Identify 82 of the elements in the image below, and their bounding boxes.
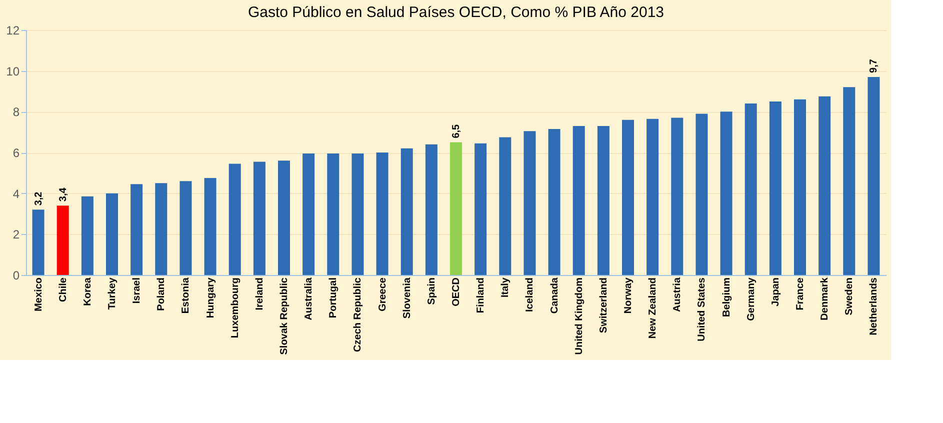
bar <box>524 131 536 275</box>
x-tick-label: Estonia <box>180 277 192 314</box>
bar <box>352 154 364 275</box>
x-tick-label: Iceland <box>524 278 536 312</box>
bar <box>572 126 585 275</box>
bar <box>56 206 69 275</box>
x-tick-label: Denmark <box>820 277 831 320</box>
bar <box>794 99 806 275</box>
x-tick-label: Slovenia <box>402 277 413 319</box>
bar <box>327 154 340 275</box>
x-tick-label: Portugal <box>328 277 340 318</box>
x-tick-label: Australia <box>304 277 315 320</box>
bar <box>81 196 94 275</box>
x-tick-label: New Zealand <box>648 278 659 339</box>
bar <box>130 184 143 275</box>
chart-title: Gasto Público en Salud Países OECD, Como % PIB Año 2013 <box>248 4 664 21</box>
bar <box>302 154 315 275</box>
x-tick-label: Netherlands <box>868 277 880 336</box>
y-tick-label: 8 <box>12 105 20 120</box>
x-tick-label: Germany <box>746 277 757 321</box>
bar <box>597 126 610 275</box>
x-tick-label: Norway <box>623 277 634 314</box>
bar <box>769 101 782 275</box>
bar <box>376 152 388 275</box>
y-tick-label: 6 <box>12 146 20 160</box>
y-tick-label: 2 <box>12 228 20 242</box>
x-tick-label: Mexico <box>33 278 44 312</box>
bar <box>32 210 44 275</box>
bar <box>180 181 192 275</box>
bar <box>400 148 413 275</box>
bar <box>155 183 168 275</box>
x-tick-label: Poland <box>156 278 168 311</box>
x-tick-label: United States <box>696 277 708 342</box>
y-tick-label: 0 <box>12 268 20 282</box>
bar <box>744 104 757 275</box>
x-tick-label: France <box>795 277 806 310</box>
bar <box>818 96 831 275</box>
x-tick-label: United Kingdom <box>574 277 585 355</box>
data-label: 3,4 <box>58 187 69 202</box>
x-tick-label: Slovak Republic <box>279 277 290 355</box>
bar <box>278 160 290 275</box>
bar <box>720 112 732 275</box>
x-tick-label: Switzerland <box>598 278 610 334</box>
x-tick-label: Hungary <box>205 277 216 318</box>
bar <box>548 129 560 275</box>
x-tick-label: Luxembourg <box>230 278 241 338</box>
x-tick-label: Korea <box>82 277 94 306</box>
x-tick-label: Austria <box>672 277 684 312</box>
x-tick-label: Spain <box>426 278 438 305</box>
bar <box>228 164 241 275</box>
x-tick-label: Greece <box>377 277 388 312</box>
y-tick-label: 4 <box>12 186 20 201</box>
bar <box>868 76 880 275</box>
bar <box>474 143 487 275</box>
x-tick-label: Chile <box>58 277 69 302</box>
y-tick-label: 12 <box>6 24 20 38</box>
x-tick-label: Canada <box>549 277 560 314</box>
bar <box>622 120 634 275</box>
x-tick-label: Turkey <box>107 277 118 310</box>
x-tick-label: Finland <box>476 278 487 314</box>
data-label: 3,2 <box>33 191 44 206</box>
bar <box>253 162 266 275</box>
x-tick-label: Israel <box>132 277 143 304</box>
x-tick-label: Japan <box>770 278 782 306</box>
bar <box>843 87 856 275</box>
x-tick-label: Belgium <box>721 277 732 317</box>
x-tick-label: Italy <box>500 277 512 298</box>
x-tick-label: Ireland <box>254 278 266 310</box>
bar <box>696 114 708 275</box>
bar <box>499 137 512 275</box>
bar <box>671 118 684 275</box>
bar <box>646 118 659 275</box>
bar <box>106 193 118 275</box>
data-label: 9,7 <box>868 58 880 73</box>
data-label: 6,5 <box>451 124 462 138</box>
bar <box>450 142 462 275</box>
x-tick-label: Sweden <box>844 278 856 316</box>
bar <box>425 144 438 275</box>
x-tick-label: Czech Republic <box>352 277 364 352</box>
x-tick-label: OECD <box>451 278 462 306</box>
bar <box>204 178 216 275</box>
y-tick-label: 10 <box>6 64 20 78</box>
